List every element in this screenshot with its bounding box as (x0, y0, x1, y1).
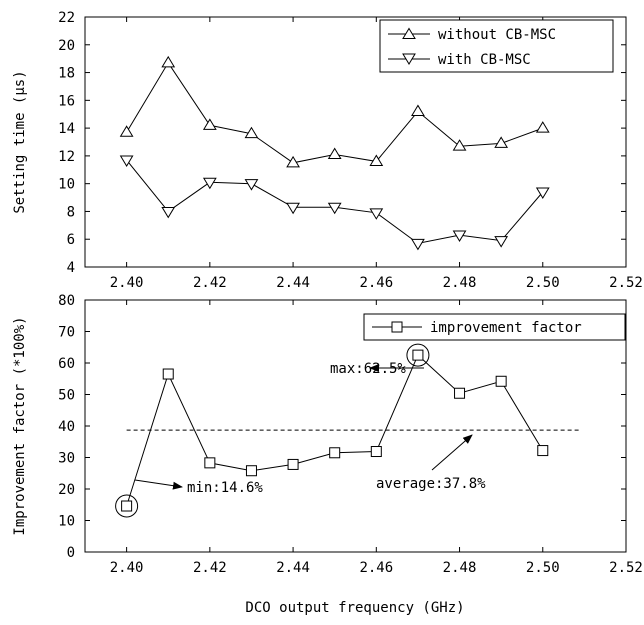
bottom-x-tick-label: 2.44 (276, 560, 310, 576)
legend-triangle-down-icon (402, 53, 416, 65)
data-point-triangle-up (452, 139, 467, 151)
bottom-x-tick-label: 2.40 (110, 560, 144, 576)
data-point-square (370, 446, 382, 458)
bottom-legend: improvement factor (363, 313, 626, 341)
data-point-triangle-up (369, 154, 384, 166)
bottom-series-group (115, 343, 549, 518)
bottom-y-tick-label: 70 (58, 325, 75, 341)
top-x-tick-label: 2.40 (110, 275, 144, 291)
top-series-group (119, 55, 550, 251)
bottom-y-tick-label: 40 (58, 419, 75, 435)
bottom-y-tick-label: 50 (58, 388, 75, 404)
top-y-tick-label: 6 (67, 232, 75, 248)
top-axis-ticks: 2.40 2.42 2.44 2.46 2.48 2.50 2.52 4 6 8 10 12 14 16 1… (58, 10, 643, 291)
data-point-square (121, 500, 133, 512)
top-y-axis-label: Setting time (μs) (12, 70, 28, 213)
top-y-tick-label: 10 (58, 177, 75, 193)
data-point-triangle-down (494, 236, 509, 248)
annotation-max: max:62.5% (330, 361, 406, 377)
data-point-triangle-down (119, 155, 134, 168)
x-axis-label: DCO output frequency (GHz) (245, 600, 464, 616)
data-point-triangle-down (161, 206, 176, 219)
arrow-average (431, 434, 473, 471)
legend-square-icon (391, 321, 403, 333)
bottom-y-tick-label: 60 (58, 356, 75, 372)
top-y-tick-label: 16 (58, 93, 75, 109)
legend-label-improvement: improvement factor (430, 320, 582, 336)
bottom-y-tick-label: 20 (58, 482, 75, 498)
top-y-tick-label: 22 (58, 10, 75, 26)
data-point-triangle-down (369, 208, 384, 220)
data-point-square (454, 387, 466, 399)
top-legend: without CB-MSC with CB-MSC (379, 19, 614, 73)
bottom-axis-ticks: 2.40 2.42 2.44 2.46 2.48 2.50 2.52 0 10 20 30 40 50 6… (58, 293, 643, 576)
bottom-x-tick-label: 2.48 (443, 560, 477, 576)
arrow-min (134, 479, 183, 490)
max-highlight-circle (406, 343, 430, 367)
top-y-tick-label: 20 (58, 38, 75, 54)
bottom-x-tick-label: 2.52 (609, 560, 643, 576)
data-point-square (537, 445, 549, 457)
bottom-x-tick-label: 2.50 (526, 560, 560, 576)
bottom-x-tick-label: 2.42 (193, 560, 227, 576)
data-point-square (204, 457, 216, 469)
annotation-average: average:37.8% (376, 476, 486, 492)
data-point-square (245, 465, 257, 477)
data-point-triangle-up (494, 136, 509, 148)
data-point-triangle-up (202, 118, 217, 130)
top-y-tick-label: 12 (58, 149, 75, 165)
data-point-triangle-down (327, 202, 342, 215)
top-y-tick-label: 8 (67, 204, 75, 220)
data-point-triangle-down (411, 238, 425, 251)
top-y-tick-label: 14 (58, 121, 75, 137)
top-x-tick-label: 2.44 (276, 275, 310, 291)
data-point-triangle-up (286, 155, 300, 168)
data-point-triangle-up (119, 125, 134, 137)
top-x-tick-label: 2.46 (359, 275, 393, 291)
data-point-triangle-up (244, 126, 259, 139)
bottom-chart-panel: 2.40 2.42 2.44 2.46 2.48 2.50 2.52 0 10 20 30 40 50 6… (12, 293, 643, 616)
data-point-square (412, 349, 424, 361)
bottom-y-axis-label: Improvement factor (*100%) (12, 316, 28, 535)
annotation-min: min:14.6% (187, 480, 263, 496)
top-y-tick-label: 4 (67, 260, 75, 276)
data-point-triangle-down (244, 179, 259, 191)
top-y-tick-label: 18 (58, 66, 75, 82)
bottom-y-tick-label: 10 (58, 514, 75, 530)
legend-label-with: with CB-MSC (438, 52, 531, 68)
data-point-triangle-up (411, 104, 425, 116)
data-point-triangle-down (286, 202, 300, 215)
top-x-tick-label: 2.50 (526, 275, 560, 291)
top-x-tick-label: 2.48 (443, 275, 477, 291)
data-point-triangle-up (327, 147, 342, 159)
data-point-square (287, 458, 299, 470)
data-point-triangle-down (202, 177, 217, 190)
data-point-square (329, 447, 341, 459)
top-plot-frame (84, 16, 627, 268)
data-point-square (495, 375, 507, 387)
legend-label-without: without CB-MSC (438, 27, 556, 43)
top-chart-panel: 2.40 2.42 2.44 2.46 2.48 2.50 2.52 4 6 8 10 12 14 16 1… (12, 10, 643, 291)
bottom-y-tick-label: 80 (58, 293, 75, 309)
data-point-triangle-down (452, 230, 467, 243)
data-point-triangle-up (161, 55, 176, 68)
data-point-square (162, 368, 174, 380)
top-series-line-1 (126, 159, 544, 244)
legend-triangle-up-icon (402, 27, 416, 39)
bottom-y-tick-label: 30 (58, 451, 75, 467)
bottom-x-tick-label: 2.46 (359, 560, 393, 576)
data-point-triangle-up (535, 121, 550, 133)
data-point-triangle-down (535, 187, 550, 199)
bottom-y-tick-label: 0 (67, 545, 75, 561)
min-highlight-circle (115, 494, 139, 518)
top-x-tick-label: 2.52 (609, 275, 643, 291)
annotations: max:62.5% min:14.6% average:37.8% (134, 361, 486, 496)
top-legend-box (379, 19, 614, 73)
top-x-tick-label: 2.42 (193, 275, 227, 291)
